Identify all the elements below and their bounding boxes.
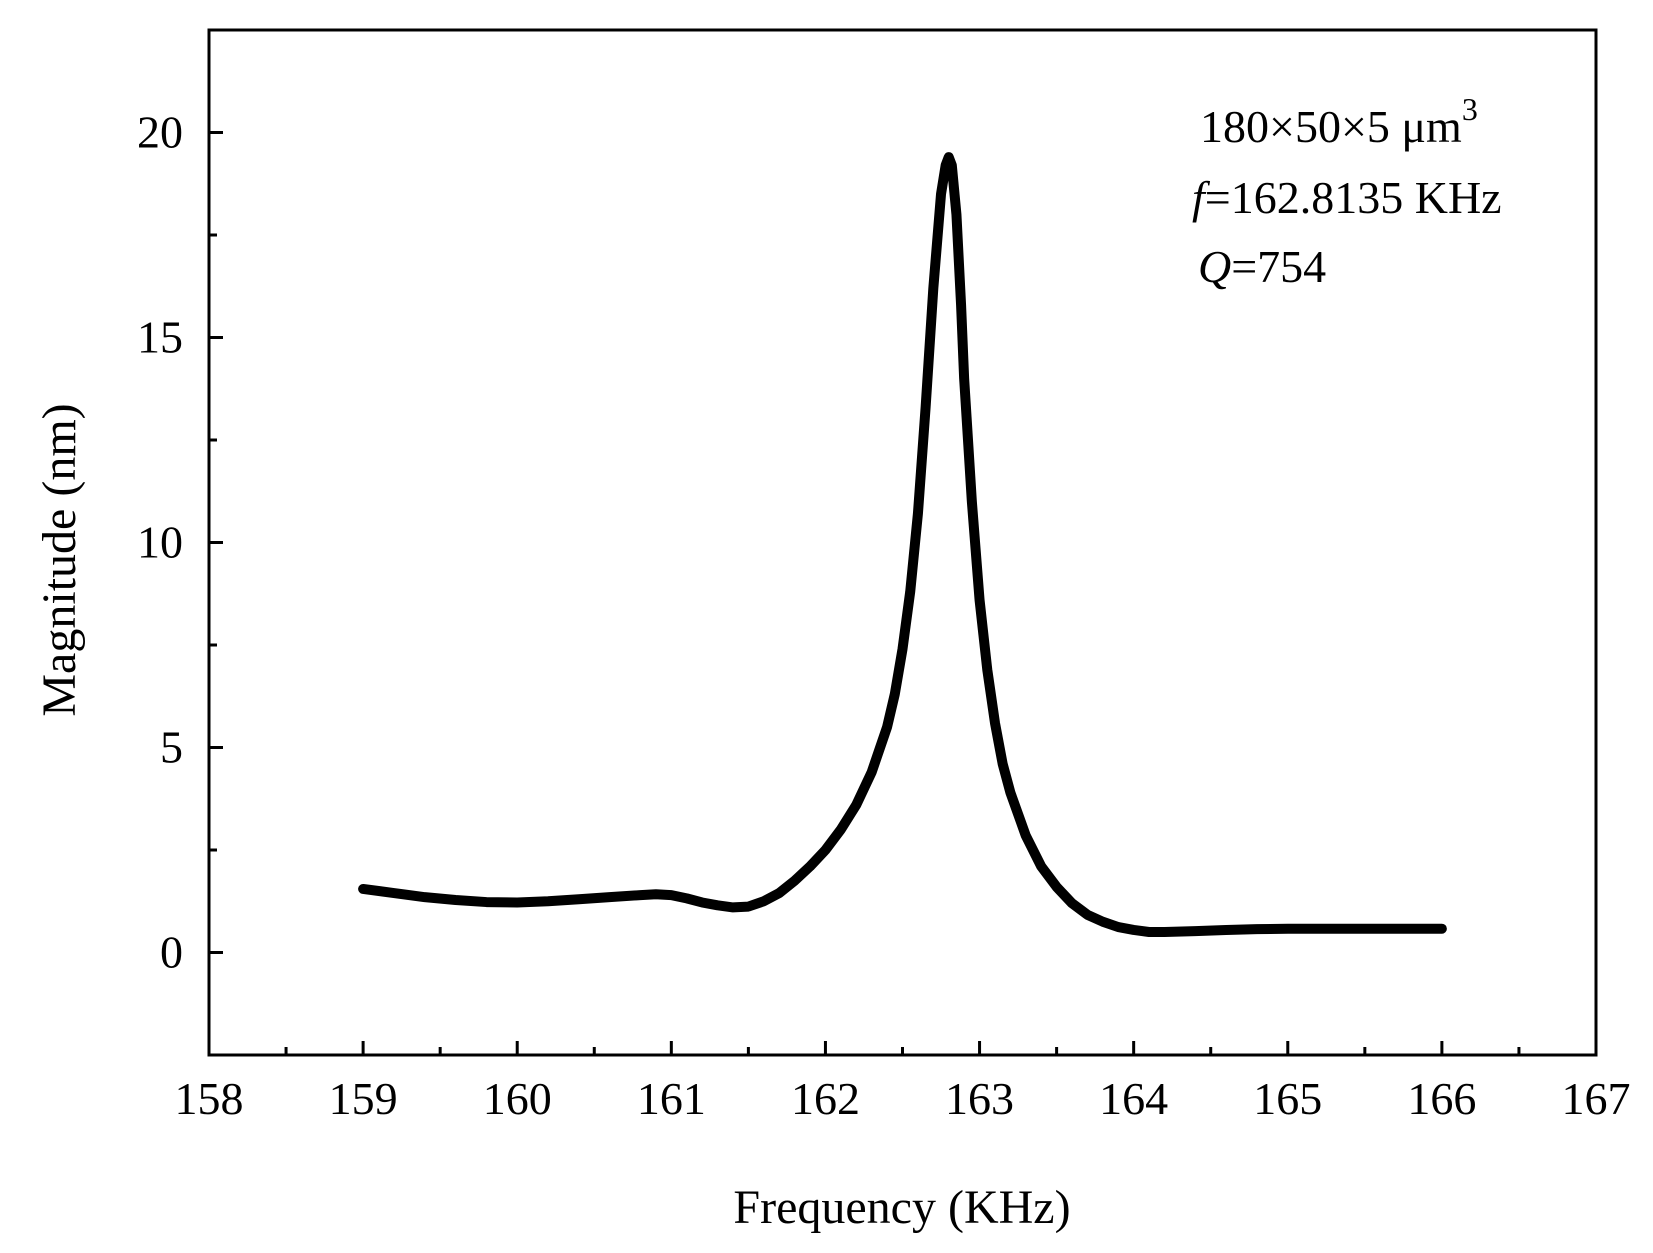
annotation-quality-factor: Q=754 <box>1198 241 1326 292</box>
y-tick-label-20: 20 <box>137 107 183 158</box>
y-tick-label-15: 15 <box>137 312 183 363</box>
y-axis-title: Magnitude (nm) <box>33 403 86 716</box>
x-tick-label-159: 159 <box>329 1073 398 1124</box>
x-tick-label-162: 162 <box>791 1073 860 1124</box>
y-tick-label-10: 10 <box>137 517 183 568</box>
x-tick-label-163: 163 <box>945 1073 1014 1124</box>
y-tick-label-5: 5 <box>160 722 183 773</box>
x-tick-label-158: 158 <box>175 1073 244 1124</box>
tick-labels: 158 159 160 161 162 163 164 165 166 167 0 5 10 15 20 <box>137 107 1631 1125</box>
x-tick-label-165: 165 <box>1253 1073 1322 1124</box>
annotation-block: 180×50×5 μm3 f=162.8135 KHz Q=754 <box>1192 91 1502 292</box>
tick-marks <box>207 131 1598 1055</box>
x-tick-label-161: 161 <box>637 1073 706 1124</box>
x-tick-label-166: 166 <box>1407 1073 1476 1124</box>
x-tick-label-167: 167 <box>1562 1073 1631 1124</box>
x-tick-label-160: 160 <box>483 1073 552 1124</box>
annotation-frequency: f=162.8135 KHz <box>1192 172 1502 223</box>
series-line-magnitude <box>358 152 1447 937</box>
x-axis-title: Frequency (KHz) <box>733 1181 1070 1234</box>
annotation-dimensions: 180×50×5 μm3 <box>1200 91 1478 152</box>
y-tick-label-0: 0 <box>160 927 183 978</box>
x-tick-label-164: 164 <box>1099 1073 1168 1124</box>
